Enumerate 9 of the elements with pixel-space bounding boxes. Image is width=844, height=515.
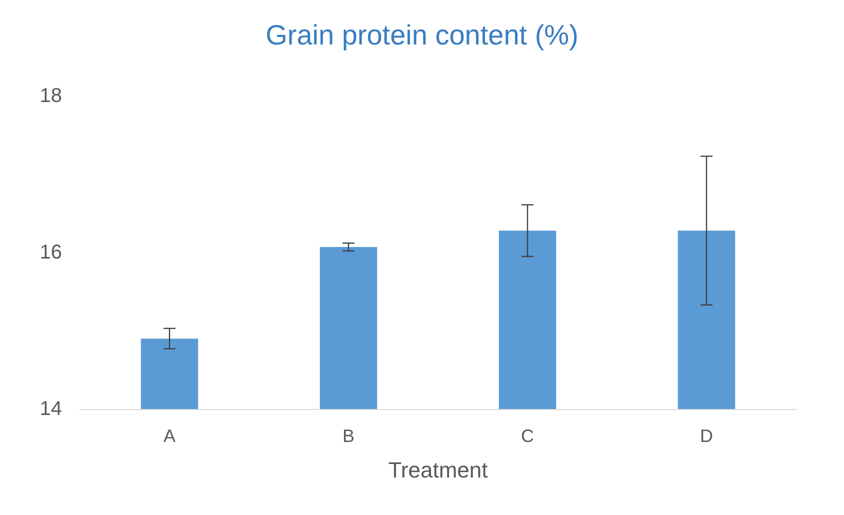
y-tick-label: 14 — [40, 398, 62, 420]
x-tick-label: B — [342, 426, 355, 446]
chart-title: Grain protein content (%) — [266, 20, 578, 50]
x-axis-title: Treatment — [388, 458, 488, 482]
x-tick-label: A — [163, 426, 176, 446]
x-tick-label: C — [521, 426, 534, 446]
y-tick-label: 16 — [40, 242, 62, 264]
y-tick-label: 18 — [40, 85, 62, 107]
x-tick-label: D — [700, 426, 713, 446]
